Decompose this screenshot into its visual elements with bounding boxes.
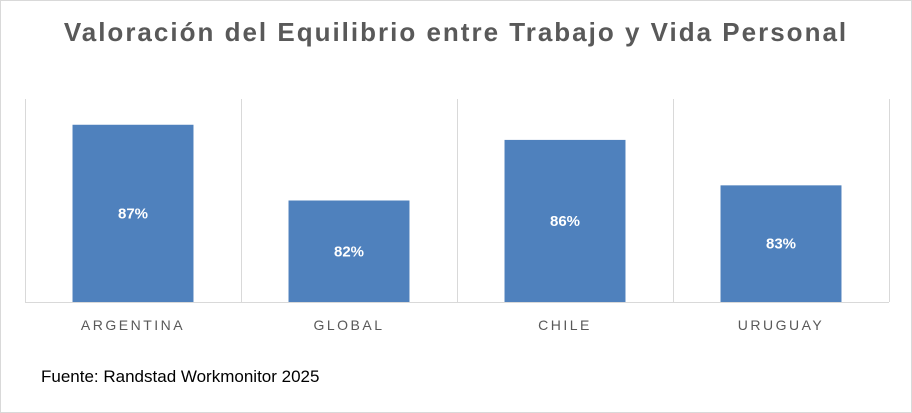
bars	[72, 124, 842, 303]
source-note: Fuente: Randstad Workmonitor 2025	[41, 367, 320, 386]
bar-value-label: 82%	[334, 243, 364, 260]
category-labels: ARGENTINA GLOBAL CHILE URUGUAY	[81, 317, 824, 333]
category-label: CHILE	[538, 317, 592, 333]
category-label: GLOBAL	[313, 317, 384, 333]
bar-global	[288, 200, 410, 302]
bar-value-label: 87%	[118, 205, 148, 222]
grid-lines	[25, 99, 890, 303]
category-label: ARGENTINA	[81, 317, 185, 333]
bar-uruguay	[720, 185, 842, 302]
bar-chile	[504, 139, 626, 302]
value-labels: 87% 82% 86% 83%	[118, 205, 796, 260]
bar-value-label: 86%	[550, 213, 580, 230]
category-label: URUGUAY	[738, 317, 824, 333]
bar-argentina	[72, 124, 194, 303]
chart-title: Valoración del Equilibrio entre Trabajo …	[63, 17, 849, 47]
bar-value-label: 83%	[766, 236, 796, 253]
